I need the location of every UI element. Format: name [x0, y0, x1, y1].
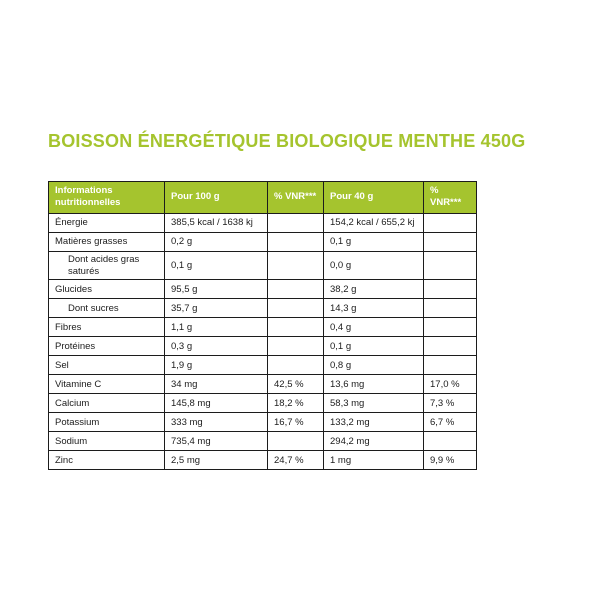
col-header-pour-100g: Pour 100 g — [164, 181, 268, 214]
value-per-100g: 2,5 mg — [164, 450, 268, 471]
table-row: Protéines 0,3 g 0,1 g — [48, 336, 477, 357]
vnr-per-40g: 17,0 % — [423, 374, 477, 395]
value-per-100g: 385,5 kcal / 1638 kj — [164, 212, 268, 233]
vnr-per-40g: 7,3 % — [423, 393, 477, 414]
table-row: Zinc 2,5 mg 24,7 % 1 mg 9,9 % — [48, 450, 477, 471]
value-per-40g: 1 mg — [323, 450, 424, 471]
vnr-per-100g: 18,2 % — [267, 393, 324, 414]
row-label: Dont acides gras saturés — [48, 250, 165, 281]
value-per-40g: 0,1 g — [323, 231, 424, 252]
value-per-40g: 0,4 g — [323, 317, 424, 338]
value-per-100g: 95,5 g — [164, 279, 268, 300]
nutrition-table: Informations nutritionnelles Pour 100 g … — [48, 181, 477, 471]
value-per-40g: 58,3 mg — [323, 393, 424, 414]
row-label: Potassium — [48, 412, 165, 433]
value-per-40g: 0,1 g — [323, 336, 424, 357]
value-per-100g: 35,7 g — [164, 298, 268, 319]
col-header-vnr-40g: % VNR*** — [423, 181, 477, 214]
table-row: Dont sucres 35,7 g 14,3 g — [48, 298, 477, 319]
vnr-per-100g — [267, 212, 324, 233]
vnr-per-100g — [267, 317, 324, 338]
vnr-per-40g — [423, 298, 477, 319]
vnr-per-40g — [423, 231, 477, 252]
vnr-per-100g — [267, 250, 324, 281]
table-header-row: Informations nutritionnelles Pour 100 g … — [48, 181, 477, 214]
vnr-per-40g — [423, 212, 477, 233]
table-row: Calcium 145,8 mg 18,2 % 58,3 mg 7,3 % — [48, 393, 477, 414]
value-per-40g: 154,2 kcal / 655,2 kj — [323, 212, 424, 233]
row-label: Zinc — [48, 450, 165, 471]
vnr-per-40g: 9,9 % — [423, 450, 477, 471]
value-per-100g: 735,4 mg — [164, 431, 268, 452]
table-row: Glucides 95,5 g 38,2 g — [48, 279, 477, 300]
row-label: Dont sucres — [48, 298, 165, 319]
table-row: Vitamine C 34 mg 42,5 % 13,6 mg 17,0 % — [48, 374, 477, 395]
row-label: Glucides — [48, 279, 165, 300]
vnr-per-100g — [267, 298, 324, 319]
vnr-per-100g — [267, 231, 324, 252]
value-per-100g: 333 mg — [164, 412, 268, 433]
vnr-per-40g — [423, 250, 477, 281]
row-label: Sodium — [48, 431, 165, 452]
row-label: Calcium — [48, 393, 165, 414]
table-row: Dont acides gras saturés 0,1 g 0,0 g — [48, 250, 477, 281]
col-header-informations-nutritionnelles: Informations nutritionnelles — [48, 181, 165, 214]
table-row: Énergie 385,5 kcal / 1638 kj 154,2 kcal … — [48, 212, 477, 233]
vnr-per-100g — [267, 355, 324, 376]
row-label: Sel — [48, 355, 165, 376]
vnr-per-100g — [267, 279, 324, 300]
table-body: Énergie 385,5 kcal / 1638 kj 154,2 kcal … — [48, 212, 477, 471]
row-label: Fibres — [48, 317, 165, 338]
value-per-100g: 1,1 g — [164, 317, 268, 338]
vnr-per-40g: 6,7 % — [423, 412, 477, 433]
vnr-per-40g — [423, 279, 477, 300]
value-per-40g: 294,2 mg — [323, 431, 424, 452]
value-per-40g: 38,2 g — [323, 279, 424, 300]
page-title: BOISSON ÉNERGÉTIQUE BIOLOGIQUE MENTHE 45… — [48, 131, 526, 151]
col-header-pour-40g: Pour 40 g — [323, 181, 424, 214]
value-per-100g: 1,9 g — [164, 355, 268, 376]
value-per-100g: 0,1 g — [164, 250, 268, 281]
vnr-per-100g: 24,7 % — [267, 450, 324, 471]
value-per-100g: 34 mg — [164, 374, 268, 395]
table-row: Sodium 735,4 mg 294,2 mg — [48, 431, 477, 452]
value-per-40g: 133,2 mg — [323, 412, 424, 433]
col-header-vnr-100g: % VNR*** — [267, 181, 324, 214]
vnr-per-100g: 42,5 % — [267, 374, 324, 395]
row-label: Vitamine C — [48, 374, 165, 395]
row-label: Protéines — [48, 336, 165, 357]
vnr-per-40g — [423, 355, 477, 376]
vnr-per-100g — [267, 431, 324, 452]
table-row: Sel 1,9 g 0,8 g — [48, 355, 477, 376]
table-row: Matières grasses 0,2 g 0,1 g — [48, 231, 477, 252]
value-per-40g: 0,8 g — [323, 355, 424, 376]
value-per-40g: 14,3 g — [323, 298, 424, 319]
vnr-per-100g — [267, 336, 324, 357]
row-label: Matières grasses — [48, 231, 165, 252]
vnr-per-40g — [423, 431, 477, 452]
vnr-per-40g — [423, 317, 477, 338]
value-per-40g: 0,0 g — [323, 250, 424, 281]
vnr-per-100g: 16,7 % — [267, 412, 324, 433]
value-per-100g: 145,8 mg — [164, 393, 268, 414]
value-per-100g: 0,3 g — [164, 336, 268, 357]
value-per-100g: 0,2 g — [164, 231, 268, 252]
table-row: Fibres 1,1 g 0,4 g — [48, 317, 477, 338]
vnr-per-40g — [423, 336, 477, 357]
value-per-40g: 13,6 mg — [323, 374, 424, 395]
row-label: Énergie — [48, 212, 165, 233]
table-row: Potassium 333 mg 16,7 % 133,2 mg 6,7 % — [48, 412, 477, 433]
